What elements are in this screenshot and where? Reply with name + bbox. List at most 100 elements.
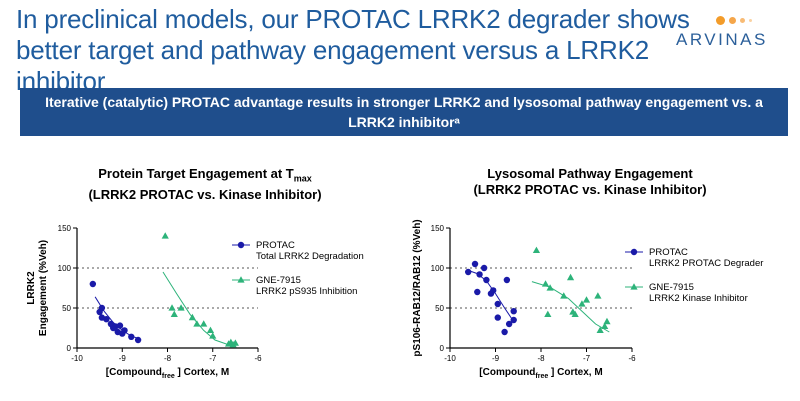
chart1-inhibitor-point bbox=[206, 326, 215, 333]
chart2-subtitle: (LRRK2 PROTAC vs. Kinase Inhibitor) bbox=[473, 182, 707, 197]
chart1-protac-point bbox=[134, 336, 142, 344]
chart2-legend-desc: LRRK2 PROTAC Degrader bbox=[649, 258, 763, 269]
chart2-inhibitor-point bbox=[582, 296, 591, 303]
chart1-subtitle: (LRRK2 PROTAC vs. Kinase Inhibitor) bbox=[88, 186, 322, 202]
chart1-legend-desc: Total LRRK2 Degradation bbox=[256, 251, 364, 262]
chart2-inhibitor-point bbox=[566, 273, 575, 281]
chart1-legend-name: GNE-7915 bbox=[256, 275, 301, 286]
chart1-protac-point bbox=[89, 280, 97, 288]
chart2-inhibitor-point bbox=[541, 280, 550, 287]
chart2-inhibitor-point bbox=[560, 292, 568, 299]
chart1-y-tick-label: 0 bbox=[67, 344, 72, 353]
chart2-x-label-sub: free bbox=[535, 373, 548, 380]
chart1-x-label-main: [Compound bbox=[106, 367, 162, 378]
chart2-y-tick-label: 100 bbox=[431, 264, 445, 273]
chart2-inhibitor-point bbox=[578, 300, 586, 307]
chart1-inhibitor-point bbox=[193, 320, 201, 327]
chart2-x-tick-label: -9 bbox=[492, 354, 500, 363]
chart2-protac-point bbox=[510, 316, 517, 324]
chart1-inhibitor-point bbox=[231, 339, 239, 346]
chart1-protac-point bbox=[96, 308, 103, 316]
chart2-protac-point bbox=[474, 288, 481, 296]
chart1-y-axis-label-line2: Engagement (%Veh) bbox=[38, 240, 49, 336]
chart2-legend-inhibitor-marker bbox=[630, 283, 638, 290]
chart1-protac-point bbox=[128, 333, 135, 340]
chart1-protac-point bbox=[121, 327, 128, 334]
banner-text: Iterative (catalytic) PROTAC advantage r… bbox=[45, 94, 763, 130]
chart2-y-axis-label: pS106-RAB12/RAB12 (%Veh) bbox=[412, 219, 423, 356]
chart1-inhibitor-point bbox=[188, 313, 196, 321]
chart1-y-tick-label: 100 bbox=[58, 264, 72, 273]
chart2-protac-point bbox=[490, 287, 497, 294]
chart2-inhibitor-point bbox=[596, 326, 604, 333]
chart2-inhibitor-point bbox=[571, 310, 579, 317]
chart1-x-tick-label: -10 bbox=[71, 354, 83, 363]
chart1-inhibitor-point bbox=[168, 304, 176, 311]
chart1-protac-point bbox=[116, 322, 124, 329]
chart2-protac-point bbox=[483, 276, 490, 284]
chart1-legend-inhibitor-marker bbox=[237, 276, 245, 283]
chart2-inhibitor-point bbox=[546, 284, 554, 291]
chart2-svg: 0 50 100 150 -10 -9 -8 -7 -6 [Compoundfree ] Cort… bbox=[412, 219, 763, 380]
chart1-title: Protein Target Engagement at T bbox=[98, 166, 294, 181]
chart1-inhibitor-point bbox=[209, 332, 217, 339]
chart2-title: Lysosomal Pathway Engagement bbox=[487, 166, 693, 181]
chart1-inhibitor-point bbox=[200, 320, 208, 327]
chart2-inhibitor-point bbox=[603, 317, 611, 325]
chart2-legend-desc: LRRK2 Kinase Inhibitor bbox=[649, 293, 748, 304]
chart1-legend-name: PROTAC bbox=[256, 240, 295, 251]
arvinas-logo: ARVINAS bbox=[676, 14, 786, 54]
chart2-protac-point bbox=[494, 300, 501, 308]
chart2-legend-name: PROTAC bbox=[649, 247, 688, 258]
chart1-x-axis-label: [Compoundfree ] Cortex, M bbox=[106, 367, 229, 380]
chart1-x-label-tail: ] Cortex, M bbox=[175, 367, 229, 378]
chart2-y-tick-label: 50 bbox=[435, 304, 444, 313]
chart2-legend-protac-marker bbox=[630, 248, 638, 256]
chart1-x-tick-label: -9 bbox=[119, 354, 127, 363]
chart2-protac-point bbox=[501, 328, 508, 336]
chart2-inhibitor-point bbox=[594, 292, 602, 299]
chart1-svg: 0 50 100 150 -10 -9 -8 -7 -6 [Compoundfree ] Cort… bbox=[26, 224, 364, 380]
chart1-y-tick-label: 150 bbox=[58, 224, 72, 233]
chart2-protac-point bbox=[494, 314, 501, 321]
chart1-legend-protac-marker bbox=[237, 241, 245, 249]
chart2-inhibitor-point bbox=[601, 322, 609, 329]
chart1-legend-desc: LRRK2 pS935 Inhibition bbox=[256, 286, 357, 297]
chart2-x-tick-label: -10 bbox=[444, 354, 456, 363]
chart2-x-label-tail: ] Cortex, M bbox=[548, 367, 602, 378]
chart2-protac-point bbox=[510, 308, 517, 315]
chart1-protac-point bbox=[103, 316, 110, 323]
chart2-inhibitor-fit-curve bbox=[531, 281, 610, 333]
chart2-x-tick-label: -7 bbox=[583, 354, 591, 363]
chart2-inhibitor-point bbox=[544, 310, 552, 317]
chart1-x-tick-label: -6 bbox=[254, 354, 262, 363]
chart2-x-label-main: [Compound bbox=[479, 367, 535, 378]
slide-title: In preclinical models, our PROTAC LRRK2 … bbox=[16, 4, 690, 96]
chart1-x-label-sub: free bbox=[162, 373, 175, 380]
chart2-protac-point bbox=[476, 271, 483, 278]
chart1-title-block: Protein Target Engagement at Tmax (LRRK2… bbox=[70, 166, 340, 203]
banner: Iterative (catalytic) PROTAC advantage r… bbox=[20, 88, 788, 136]
logo-dots-icon bbox=[716, 14, 776, 26]
chart2-inhibitor-point bbox=[532, 246, 541, 253]
chart1-y-tick-label: 50 bbox=[62, 304, 71, 313]
chart2-protac-fit-curve bbox=[468, 269, 515, 322]
chart2-protac-point bbox=[505, 320, 513, 328]
chart1-y-axis-label-line1: LRRK2 bbox=[26, 271, 37, 305]
chart2-y-tick-label: 150 bbox=[431, 224, 445, 233]
chart2-title-block: Lysosomal Pathway Engagement (LRRK2 PROT… bbox=[455, 166, 725, 198]
chart1-inhibitor-fit-curve bbox=[162, 271, 236, 346]
chart2-legend-name: GNE-7915 bbox=[649, 282, 694, 293]
chart1-inhibitor-point bbox=[170, 310, 178, 317]
chart1-inhibitor-point bbox=[161, 232, 169, 239]
chart2-protac-point bbox=[503, 276, 511, 284]
chart2-protac-point bbox=[465, 268, 472, 276]
chart2-y-tick-label: 0 bbox=[440, 344, 445, 353]
chart1-x-tick-label: -8 bbox=[164, 354, 172, 363]
chart2-x-axis-label: [Compoundfree ] Cortex, M bbox=[479, 367, 602, 380]
chart1-x-tick-label: -7 bbox=[209, 354, 217, 363]
chart1-title-sub: max bbox=[293, 173, 312, 184]
logo-text: ARVINAS bbox=[676, 30, 768, 49]
chart2-protac-point bbox=[471, 260, 479, 268]
chart2-x-tick-label: -6 bbox=[628, 354, 636, 363]
